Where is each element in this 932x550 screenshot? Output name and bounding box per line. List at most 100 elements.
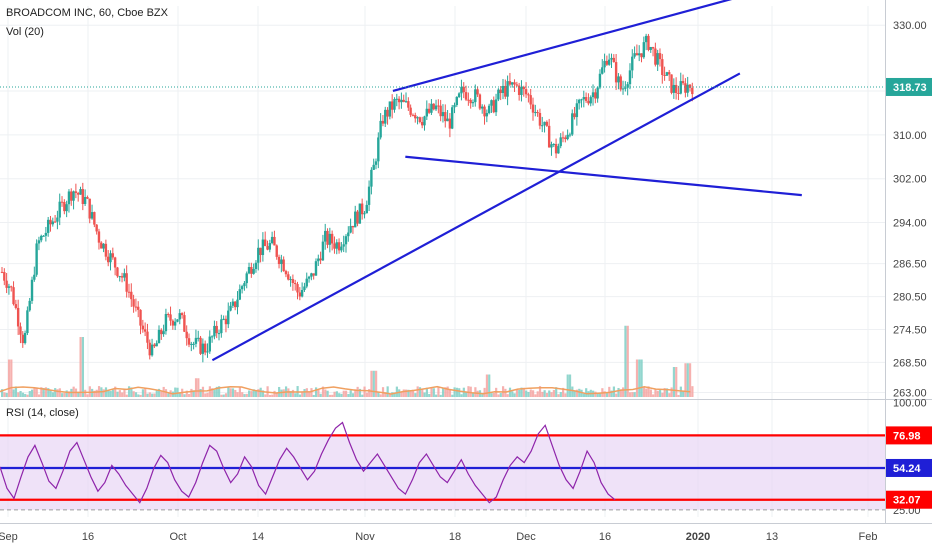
candle-body (49, 219, 52, 225)
volume-bar (439, 394, 442, 397)
volume-bar (596, 392, 599, 397)
volume-bar (340, 393, 343, 397)
volume-bar (294, 393, 297, 397)
candle-body (171, 320, 175, 326)
volume-bar (642, 387, 646, 397)
candle-body (522, 86, 525, 90)
volume-bar (428, 394, 431, 397)
volume-bar (213, 389, 216, 397)
volume-bar (301, 392, 304, 397)
volume-bar (548, 390, 551, 397)
candle-body (111, 253, 115, 258)
candle-body (603, 60, 606, 68)
candle-body (545, 121, 549, 126)
candle-body (263, 239, 267, 247)
volume-bar (656, 390, 659, 397)
volume-bar (405, 389, 408, 397)
candle-body (160, 329, 163, 335)
volume-bar (102, 389, 105, 397)
candle-body (688, 84, 692, 88)
price-axis-tick-0: 330.00 (893, 20, 927, 32)
volume-bar (116, 391, 119, 397)
volume-bar (137, 394, 140, 397)
volume-bar (499, 393, 502, 397)
volume-bar (571, 386, 574, 397)
candle-body (573, 113, 576, 118)
candle-body (275, 245, 278, 257)
volume-bar (218, 386, 221, 397)
volume-bar (654, 389, 657, 397)
candle-body (268, 243, 272, 250)
candle-body (644, 35, 648, 43)
volume-bar (538, 386, 542, 397)
volume-bar (356, 386, 359, 397)
candle-body (266, 246, 269, 250)
volume-bar (146, 393, 149, 397)
candle-body (257, 247, 260, 263)
time-axis-tick-8: 2020 (686, 531, 710, 543)
volume-bar (220, 394, 223, 397)
volume-bar (324, 389, 327, 397)
candle-body (485, 113, 489, 117)
candle-body (60, 201, 64, 203)
volume-bar (626, 325, 629, 397)
candle-body (552, 144, 555, 146)
candle-body (513, 82, 516, 85)
time-axis-tick-4: Nov (355, 531, 375, 543)
candle-body (621, 88, 625, 90)
volume-bar (231, 388, 235, 397)
volume-bar (585, 388, 588, 397)
volume-bar (677, 394, 680, 397)
volume-bar (10, 359, 13, 397)
candle-body (76, 192, 80, 195)
volume-bar (471, 393, 475, 397)
candle-body (492, 100, 495, 113)
candle-body (534, 112, 537, 114)
candle-body (123, 273, 126, 278)
candle-body (180, 313, 184, 316)
volume-bar (522, 387, 525, 397)
price-axis-tick-4: 294.00 (893, 218, 927, 230)
volume-bar (234, 389, 237, 397)
candle-body (330, 233, 334, 244)
candle-body (684, 83, 687, 93)
candle-body (79, 189, 82, 195)
candle-body (423, 116, 426, 126)
volume-bar (564, 393, 567, 397)
volume-bar (635, 359, 639, 397)
volume-bar (465, 391, 468, 397)
candle-body (335, 242, 338, 249)
volume-bar (215, 386, 218, 397)
volume-bar (107, 389, 110, 397)
candle-body (247, 267, 251, 274)
volume-bar (631, 392, 634, 397)
volume-bar (375, 370, 378, 397)
candle-body (23, 333, 27, 344)
volume-bar (252, 389, 255, 397)
candle-body (155, 343, 158, 347)
candle-body (190, 343, 193, 345)
volume-bar (344, 390, 348, 397)
candle-body (254, 262, 258, 270)
candle-body (14, 304, 18, 308)
candle-body (397, 98, 401, 103)
volume-bar (661, 392, 664, 397)
candle-body (116, 267, 119, 277)
volume-bar (211, 388, 214, 397)
trendline-upper-wedge[interactable] (392, 0, 766, 93)
candle-body (370, 169, 373, 187)
volume-bar (47, 388, 50, 397)
candle-body (349, 225, 352, 233)
volume-bar (227, 386, 230, 397)
volume-bar (123, 388, 126, 397)
volume-bar (148, 392, 151, 397)
trendline-falling-line[interactable] (405, 155, 802, 197)
volume-bar (257, 389, 260, 397)
time-axis-tick-10: Feb (859, 531, 878, 543)
candle-body (125, 273, 128, 292)
volume-bar (127, 386, 131, 397)
trendline-lower-support[interactable] (211, 72, 741, 362)
time-axis-tick-2: Oct (169, 531, 186, 543)
volume-bar (275, 392, 278, 397)
